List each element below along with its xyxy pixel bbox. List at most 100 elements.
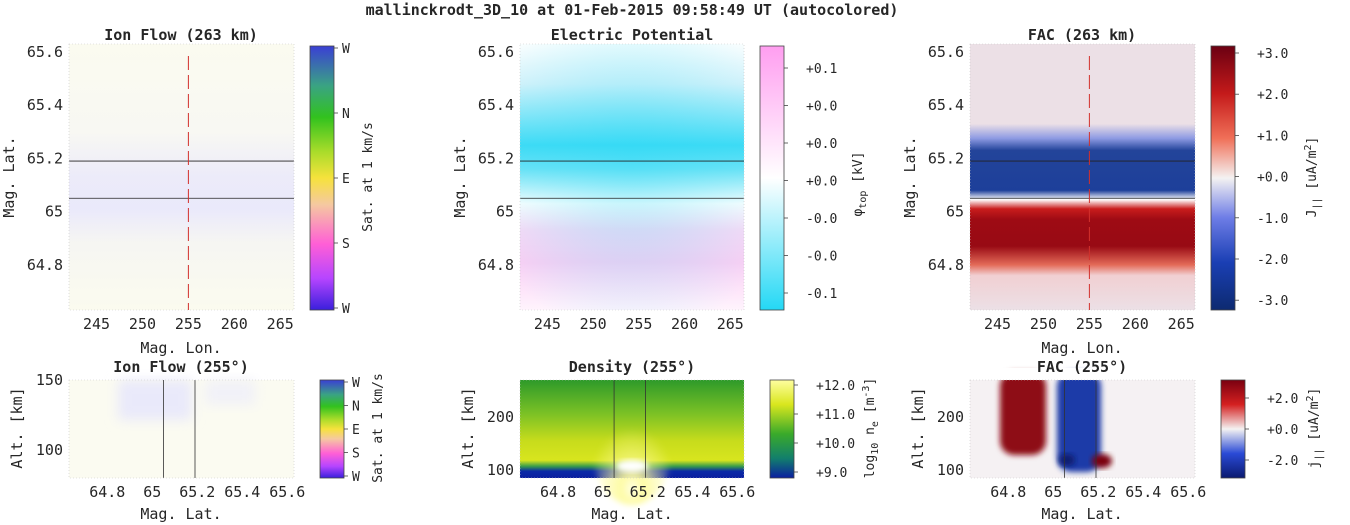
x-tick-label: 260 (671, 315, 698, 333)
colorbar-tick-label: -0.0 (806, 250, 837, 265)
panel-potential-top-marks: 245 250 255 260 265 64.8 65 65.2 65.4 65.6 (478, 43, 745, 333)
ne-subscript: e (870, 421, 881, 427)
panel-fac-top-field (970, 44, 1195, 310)
y-tick-label: 100 (36, 441, 63, 459)
colorbar-tick-label: +0.0 (806, 100, 837, 115)
phi-subscript: top (858, 191, 869, 209)
x-tick-label: 260 (221, 315, 248, 333)
panel-density-bottom: Density (255°) Mag. Lat. Alt. [km] 64.8 6… (459, 358, 755, 523)
colorbar-tick-label: +0.0 (1257, 171, 1288, 186)
panel-fac-bottom-marks: 64.8 65 65.2 65.4 65.6 100 200 (937, 379, 1206, 501)
panel-fac-top-xlabel: Mag. Lon. (1041, 339, 1122, 357)
ne-unit: [m (863, 397, 878, 421)
x-tick-label: 65.6 (269, 483, 305, 501)
colorbar-ion-flow-bottom-label: Sat. at 1 km/s (371, 373, 386, 483)
colorbar-fac-top-ticks: +3.0 +2.0 +1.0 +0.0 -1.0 -2.0 -3.0 (1235, 47, 1288, 309)
colorbar-tick-label: +2.0 (1257, 88, 1288, 103)
panel-fac-top-marks: 245 250 255 260 265 64.8 65 65.2 65.4 65.6 (928, 43, 1196, 333)
panel-fac-bottom: FAC (255°) Mag. Lat. Alt. [km] 64.8 65 65.… (909, 358, 1206, 523)
colorbar-density-bottom-ticks: +12.0 +11.0 +10.0 +9.0 (794, 379, 855, 481)
jpar-unit-close: ] (1305, 137, 1320, 145)
panel-ion-flow-top-title: Ion Flow (263 km) (104, 26, 258, 44)
colorbar-tick-label: W (342, 302, 350, 317)
jpar2-subscript: || (1314, 448, 1325, 460)
panel-fac-top: FAC (263 km) Mag. Lon. Mag. Lat. 245 250 2… (901, 26, 1196, 357)
colorbar-tick-label: -3.0 (1257, 294, 1288, 309)
jpar-subscript: || (1312, 197, 1323, 209)
panel-potential-top: Electric Potential Mag. Lat. 245 250 255 26… (451, 26, 745, 333)
colorbar-tick-label: N (352, 400, 360, 415)
x-tick-label: 250 (129, 315, 156, 333)
colorbar-tick-label: N (342, 107, 350, 122)
ne-symbol: n (863, 427, 878, 443)
x-tick-label: 65.4 (224, 483, 260, 501)
panel-ion-flow-top-xlabel: Mag. Lon. (140, 339, 221, 357)
panel-density-bottom-title: Density (255°) (569, 358, 695, 376)
x-tick-label: 255 (175, 315, 202, 333)
y-tick-label: 200 (487, 408, 514, 426)
y-tick-label: 65.4 (27, 96, 63, 114)
x-tick-label: 65 (1044, 483, 1062, 501)
colorbar-tick-label: -2.0 (1267, 454, 1298, 469)
x-tick-label: 65.6 (1170, 483, 1206, 501)
colorbar-tick-label: -0.0 (806, 212, 837, 227)
jpar-unit-exp: 2 (1303, 144, 1314, 150)
colorbar-fac-top-bar (1210, 45, 1236, 311)
x-tick-label: 255 (625, 315, 652, 333)
x-tick-label: 265 (267, 315, 294, 333)
colorbar-tick-label: +0.1 (806, 62, 837, 77)
panel-density-bottom-xlabel: Mag. Lat. (591, 505, 672, 523)
colorbar-ion-flow-top: W N E S W Sat. at 1 km/s (309, 42, 376, 317)
colorbar-tick-label: +0.0 (1267, 423, 1298, 438)
axes-frame (519, 379, 745, 479)
y-tick-label: 100 (937, 461, 964, 479)
colorbar-fac-top-label: J|| [uA/m2] (1303, 137, 1323, 218)
ne-unit-exp: -3 (861, 386, 872, 398)
colorbar-tick-label: S (352, 447, 360, 462)
panel-ion-flow-bottom-patch (118, 380, 192, 420)
colorbar-fac-top: +3.0 +2.0 +1.0 +0.0 -1.0 -2.0 -3.0 J|| [uA/m2] (1210, 45, 1323, 311)
panel-ion-flow-top: Ion Flow (263 km) Mag. Lon. Mag. Lat. 24… (0, 26, 295, 357)
panel-fac-top-ylabel: Mag. Lat. (901, 136, 919, 217)
colorbar-ion-flow-top-bar (309, 45, 335, 311)
y-tick-label: 65 (45, 203, 63, 221)
colorbar-tick-label: +0.0 (806, 175, 837, 190)
colorbar-tick-label: W (342, 42, 350, 57)
y-tick-label: 64.8 (478, 256, 514, 274)
colorbar-tick-label: +0.0 (806, 137, 837, 152)
panel-fac-bottom-title: FAC (255°) (1037, 358, 1127, 376)
panel-ion-flow-top-field (69, 44, 294, 310)
panel-density-bottom-ylabel: Alt. [km] (459, 387, 477, 468)
x-tick-label: 64.8 (990, 483, 1026, 501)
colorbar-tick-label: +2.0 (1267, 392, 1298, 407)
colorbar-density-bottom: +12.0 +11.0 +10.0 +9.0 log10 ne [m-3] (769, 378, 881, 481)
colorbar-ion-flow-bottom-bar (319, 379, 345, 479)
panel-density-bottom-marks: 64.8 65 65.2 65.4 65.6 100 200 (487, 379, 755, 501)
panel-ion-flow-bottom-marks: 64.8 65 65.2 65.4 65.6 100 150 (36, 371, 305, 501)
panel-fac-bottom-blue-column (1057, 372, 1101, 472)
y-tick-label: 65.2 (27, 149, 63, 167)
x-tick-label: 65.6 (719, 483, 755, 501)
y-tick-label: 64.8 (928, 256, 964, 274)
colorbar-tick-label: +10.0 (816, 437, 855, 452)
colorbar-potential-top-label: φtop [kV] (851, 151, 869, 216)
y-tick-label: 150 (36, 371, 63, 389)
y-tick-label: 65.4 (478, 96, 514, 114)
x-tick-label: 64.8 (89, 483, 125, 501)
panel-ion-flow-top-marks: 245 250 255 260 265 64.8 65 65.2 65.4 65.6 (27, 43, 295, 333)
jpar-unit: [uA/m (1305, 150, 1320, 197)
panel-fac-top-title: FAC (263 km) (1028, 26, 1136, 44)
panel-fac-bottom-xlabel: Mag. Lat. (1041, 505, 1122, 523)
panel-potential-top-glow (520, 44, 744, 310)
colorbar-tick-label: -2.0 (1257, 253, 1288, 268)
y-tick-label: 64.8 (27, 256, 63, 274)
x-tick-label: 64.8 (540, 483, 576, 501)
colorbar-tick-label: +12.0 (816, 379, 855, 394)
jpar2-unit-close: ] (1307, 388, 1322, 396)
colorbar-density-bottom-label: log10 ne [m-3] (861, 378, 881, 479)
colorbar-tick-label: S (342, 237, 350, 252)
panel-ion-flow-bottom-ylabel: Alt. [km] (8, 387, 26, 468)
colorbar-potential-top-bar (759, 45, 785, 311)
